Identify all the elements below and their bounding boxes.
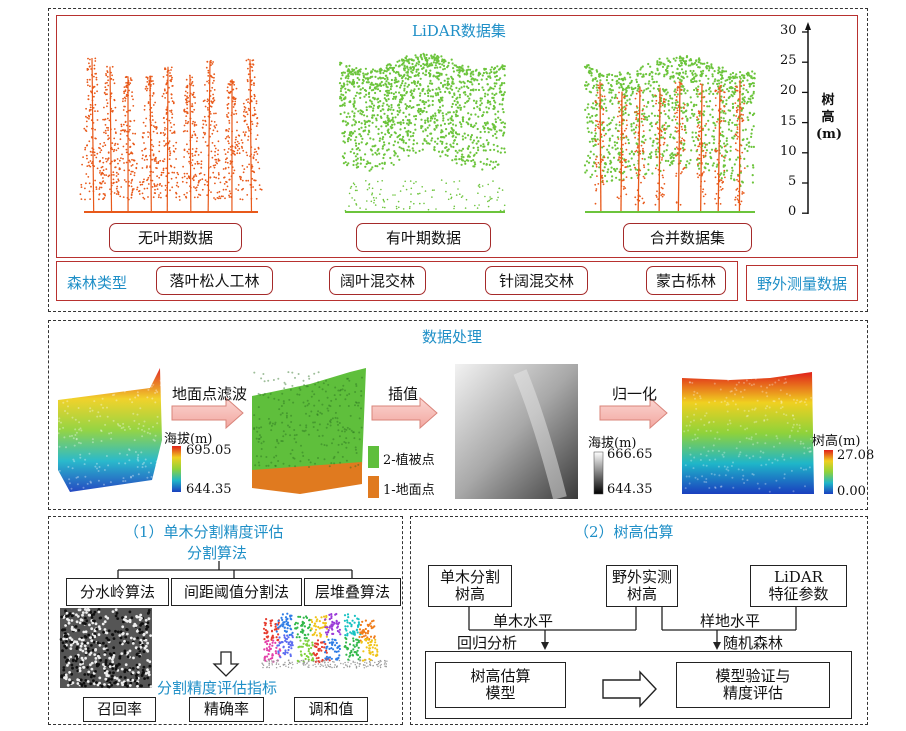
height-axis-tick-label: 10	[780, 143, 797, 159]
input-field-height-text: 野外实测 树高	[611, 568, 672, 603]
legend2-ground: 1-地面点	[383, 483, 435, 498]
regression-label: 回归分析	[457, 634, 518, 652]
forest-type-mongolian-oak: 蒙古栎林	[646, 266, 726, 295]
legend1-max: 695.05	[186, 443, 232, 458]
dataset-leaf-on: 有叶期数据	[356, 223, 491, 252]
algo-spacing-threshold: 间距阈值分割法	[171, 578, 302, 606]
height-colorbar	[824, 450, 833, 494]
algorithm-title: 分割算法	[187, 544, 248, 562]
forest-type-larch: 落叶松人工林	[156, 266, 273, 295]
height-axis-title: 树 高 (m)	[816, 92, 843, 143]
height-axis-tick-label: 30	[780, 23, 797, 38]
height-axis-tick-label: 20	[780, 83, 797, 99]
lidar-dataset-box	[56, 15, 858, 258]
legend4-min: 0.00	[837, 484, 866, 499]
legend3-min: 644.35	[607, 482, 653, 497]
legend3-title: 海拔(m)	[588, 436, 637, 451]
legend1-title: 海拔(m)	[164, 432, 213, 447]
processing-title: 数据处理	[422, 328, 483, 346]
height-axis-title-2: 高	[821, 110, 835, 125]
down-arrow-icon	[212, 651, 240, 677]
legend3-max: 666.65	[607, 447, 653, 462]
input-field-height: 野外实测 树高	[606, 565, 678, 607]
height-axis	[802, 22, 811, 214]
validation-box: 模型验证与 精度评估	[676, 662, 830, 708]
random-forest-label: 随机森林	[723, 634, 784, 652]
forest-type-broadleaf: 阔叶混交林	[329, 266, 426, 295]
normalize-arrow	[599, 396, 668, 430]
height-axis-title-3: (m)	[816, 127, 843, 142]
model-to-validation-arrow	[602, 670, 657, 708]
filter-arrow	[171, 396, 244, 430]
filter-arrow-label: 地面点滤波	[172, 385, 248, 403]
normalized-height-cloud	[682, 372, 814, 494]
validation-text: 模型验证与 精度评估	[715, 667, 791, 702]
metric-recall: 召回率	[83, 697, 156, 722]
lidar-dataset-title: LiDAR数据集	[412, 22, 506, 40]
forest-type-box	[56, 261, 738, 301]
interpolate-arrow	[371, 396, 438, 430]
class-legend-vegetation	[368, 446, 379, 468]
algo-watershed: 分水岭算法	[66, 578, 169, 606]
segmentation-section	[48, 516, 403, 725]
input-itd-height: 单木分割 树高	[428, 565, 512, 607]
metrics-title: 分割精度评估指标	[157, 679, 278, 697]
metric-f-score: 调和值	[294, 697, 368, 722]
processing-section	[48, 320, 868, 510]
segmented-trees-cloud	[261, 612, 388, 669]
algo-layer-stacking: 层堆叠算法	[304, 578, 401, 606]
height-axis-tick-label: 5	[788, 174, 797, 189]
dataset-merged: 合并数据集	[623, 223, 752, 252]
height-axis-title-1: 树	[821, 93, 835, 108]
model-container	[425, 651, 852, 719]
input-lidar-params-text: LiDAR 特征参数	[768, 568, 829, 603]
height-model-box: 树高估算 模型	[435, 662, 566, 708]
tree-level-label: 单木水平	[493, 612, 554, 630]
merged-point-cloud	[583, 55, 756, 213]
forest-type-mixed: 针阔混交林	[485, 266, 588, 295]
height-model-text: 树高估算 模型	[470, 667, 531, 702]
class-legend-ground	[368, 476, 379, 498]
height-axis-tick-label: 15	[780, 113, 797, 129]
gray-colorbar	[593, 451, 604, 495]
legend2-vegetation: 2-植被点	[383, 453, 435, 468]
field-data-box: 野外测量数据	[746, 265, 858, 301]
segmentation-title: （1）单木分割精度评估	[124, 523, 284, 541]
input-itd-height-text: 单木分割 树高	[439, 568, 500, 603]
height-estimation-title: （2）树高估算	[574, 523, 674, 541]
legend4-max: 27.08	[837, 448, 875, 463]
height-estimation-section	[410, 516, 868, 725]
interpolate-arrow-label: 插值	[388, 385, 419, 403]
metric-precision: 精确率	[189, 697, 264, 722]
height-axis-tick-label: 0	[788, 204, 797, 220]
input-lidar-params: LiDAR 特征参数	[750, 565, 847, 607]
leaf-on-point-cloud	[338, 52, 507, 213]
top-section	[48, 8, 868, 312]
height-axis-tick-label: 25	[780, 53, 797, 69]
elevation-colorbar-1	[172, 446, 181, 492]
leaf-off-point-cloud	[79, 57, 263, 213]
legend1-min: 644.35	[186, 482, 232, 497]
dataset-leaf-off: 无叶期数据	[109, 223, 242, 252]
raw-elevation-cloud	[57, 368, 163, 492]
legend4-title: 树高(m)	[812, 434, 861, 449]
plot-level-label: 样地水平	[700, 612, 761, 630]
classified-cloud	[252, 368, 366, 494]
forest-type-label: 森林类型	[67, 274, 128, 292]
normalize-arrow-label: 归一化	[612, 385, 658, 403]
